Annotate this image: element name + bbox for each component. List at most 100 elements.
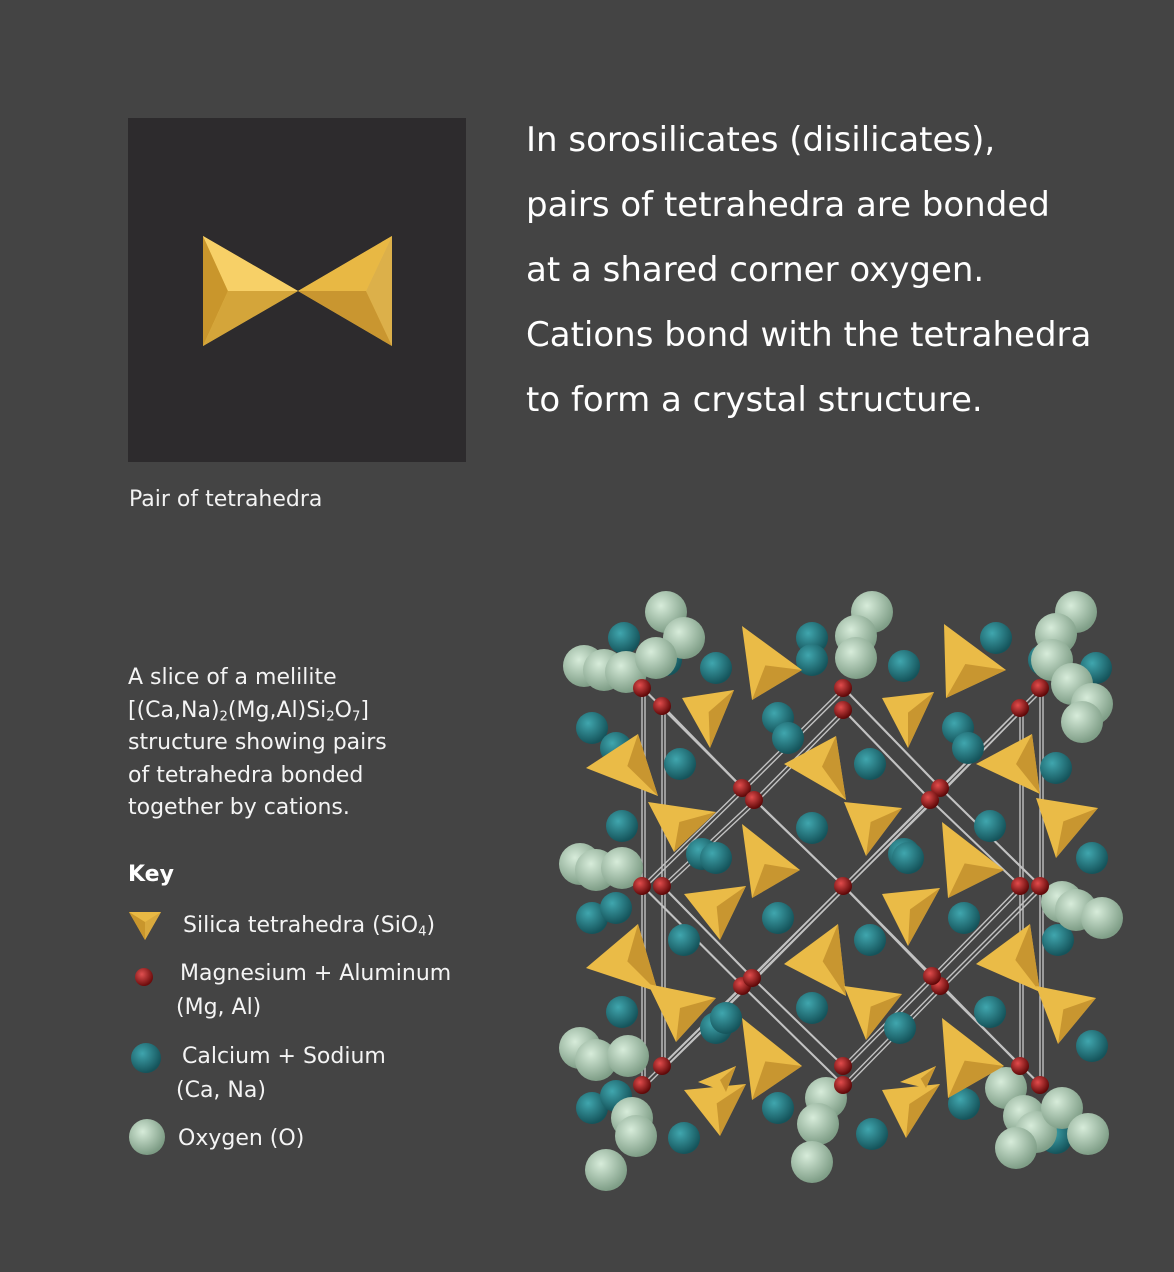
intro-line: Cations bond with the tetrahedra <box>526 315 1092 355</box>
mg-al-sphere <box>745 791 763 809</box>
bond-line <box>842 885 933 977</box>
ca-na-sphere <box>796 644 828 676</box>
mg-al-sphere <box>1031 877 1049 895</box>
silica-tetrahedron-facet <box>752 1061 802 1100</box>
ca-na-sphere <box>854 748 886 780</box>
bond-line <box>842 799 931 887</box>
ca-na-sphere <box>892 842 924 874</box>
oxygen-sphere <box>1067 1113 1109 1155</box>
ca-na-sphere <box>1076 842 1108 874</box>
mg-al-sphere <box>1011 699 1029 717</box>
intro-line: to form a crystal structure. <box>526 380 983 420</box>
mg-al-sphere <box>921 791 939 809</box>
silica-tetrahedron-facet <box>716 1084 746 1136</box>
ca-na-sphere <box>576 902 608 934</box>
ca-na-sphere <box>948 902 980 934</box>
key-label-line2: (Mg, Al) <box>176 995 262 1020</box>
bond-line <box>942 887 1044 989</box>
ca-na-sphere <box>664 748 696 780</box>
tetrahedron-icon <box>129 912 161 940</box>
mg-al-sphere <box>653 877 671 895</box>
oxygen-sphere <box>1061 701 1103 743</box>
silica-tetrahedron-facet <box>920 1066 936 1088</box>
slice-description: A slice of a melilite [(Ca,Na)2(Mg,Al)Si… <box>128 662 488 825</box>
silica-tetrahedron-facet <box>627 734 658 796</box>
ca-na-sphere <box>700 842 732 874</box>
mg-al-sphere <box>931 779 949 797</box>
intro-line: pairs of tetrahedra are bonded <box>526 185 1050 225</box>
oxygen-sphere <box>575 1039 617 1081</box>
slice-line: together by cations. <box>128 795 350 820</box>
ca-na-sphere <box>700 652 732 684</box>
ca-na-sphere <box>576 1092 608 1124</box>
pale-green-sphere-icon <box>129 1119 165 1155</box>
melilite-formula: [(Ca,Na)2(Mg,Al)Si2O7] <box>128 697 369 724</box>
mg-al-sphere <box>653 1057 671 1075</box>
ca-na-sphere <box>1040 752 1072 784</box>
ca-na-sphere <box>856 1118 888 1150</box>
bond-line <box>753 709 844 801</box>
bond-line <box>751 885 844 979</box>
silica-tetrahedron-facet <box>822 736 846 800</box>
bond-line <box>842 709 931 801</box>
tetrahedra-pair-caption: Pair of tetrahedra <box>129 487 323 512</box>
melilite-structure-svg <box>559 591 1123 1191</box>
key-label-line1: Calcium + Sodium <box>182 1044 386 1069</box>
ca-na-sphere <box>606 996 638 1028</box>
ca-na-sphere <box>948 1088 980 1120</box>
intro-paragraph: In sorosilicates (disilicates), pairs of… <box>526 108 1166 433</box>
bond-line <box>641 787 743 887</box>
oxygen-sphere <box>635 637 677 679</box>
bond-line <box>661 705 743 789</box>
oxygen-sphere <box>835 637 877 679</box>
ca-na-sphere <box>668 924 700 956</box>
oxygen-sphere <box>1041 1087 1083 1129</box>
silica-tetrahedron <box>742 824 800 898</box>
oxygen-sphere <box>585 1149 627 1191</box>
slice-line: A slice of a melilite <box>128 665 337 690</box>
oxygen-sphere <box>791 1141 833 1183</box>
mg-al-sphere <box>834 701 852 719</box>
key-label-line2: (Ca, Na) <box>176 1078 266 1103</box>
silica-tetrahedron-facet <box>908 692 934 748</box>
bond-line <box>754 887 847 981</box>
ca-na-sphere <box>710 1002 742 1034</box>
silica-tetrahedron-facet <box>906 1084 940 1138</box>
bond-line <box>845 711 934 803</box>
ca-na-sphere <box>884 1012 916 1044</box>
silica-tetrahedron-facet <box>674 812 716 852</box>
bond-line <box>842 687 941 789</box>
silica-tetrahedron-facet <box>908 888 940 946</box>
ca-na-sphere <box>952 732 984 764</box>
mg-al-sphere <box>633 1076 651 1094</box>
silica-tetrahedron-facet <box>716 886 746 940</box>
bond-line <box>934 887 1024 979</box>
oxygen-sphere <box>601 847 643 889</box>
melilite-structure-illustration <box>556 588 1131 1202</box>
silica-tetrahedron <box>742 626 802 700</box>
ca-na-sphere <box>762 1092 794 1124</box>
slice-line: structure showing pairs <box>128 730 387 755</box>
intro-line: at a shared corner oxygen. <box>526 250 985 290</box>
ca-na-sphere <box>668 1122 700 1154</box>
mg-al-sphere <box>834 1057 852 1075</box>
ca-na-sphere <box>600 892 632 924</box>
ca-na-sphere <box>772 722 804 754</box>
silica-tetrahedron-facet <box>720 1066 736 1092</box>
ca-na-sphere <box>796 992 828 1024</box>
silica-tetrahedron-facet <box>1016 734 1040 794</box>
ca-na-sphere <box>796 622 828 654</box>
intro-line: In sorosilicates (disilicates), <box>526 120 996 160</box>
ca-na-sphere <box>576 712 608 744</box>
silica-tetrahedron-facet <box>1058 998 1096 1044</box>
silica-tetrahedron-facet <box>866 808 902 856</box>
bond-line <box>664 887 756 981</box>
silica-tetrahedron-facet <box>676 998 716 1042</box>
teal-sphere-icon <box>131 1043 161 1073</box>
key-title: Key <box>128 862 174 887</box>
silica-tetrahedron-facet <box>948 863 1004 898</box>
ca-na-sphere <box>1042 924 1074 956</box>
silica-tetrahedron-facet <box>822 924 846 996</box>
bond-line <box>845 887 936 979</box>
mg-al-sphere <box>923 967 941 985</box>
